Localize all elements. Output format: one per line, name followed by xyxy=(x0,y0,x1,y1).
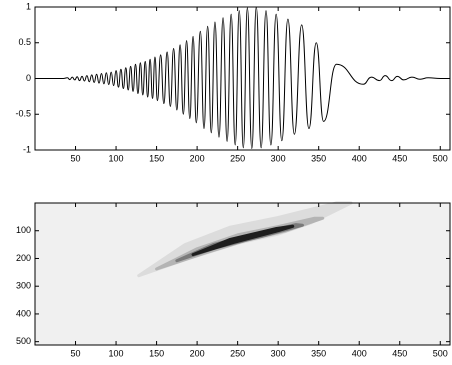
x-tick-label: 250 xyxy=(230,153,245,163)
intensity-level xyxy=(191,224,295,257)
x-tick-label: 100 xyxy=(109,348,124,358)
x-tick-label: 150 xyxy=(149,348,164,358)
x-tick-label: 350 xyxy=(311,348,326,358)
x-tick-label: 400 xyxy=(352,348,367,358)
y-tick-label: 300 xyxy=(16,281,31,291)
y-tick-label: 0 xyxy=(26,73,31,83)
y-tick-label: 0.5 xyxy=(18,37,31,47)
x-tick-label: 50 xyxy=(71,348,81,358)
x-tick-label: 300 xyxy=(271,153,286,163)
x-tick-label: 350 xyxy=(311,153,326,163)
x-tick-label: 300 xyxy=(271,348,286,358)
y-tick-label: -1 xyxy=(23,144,31,154)
y-tick-label: 400 xyxy=(16,308,31,318)
y-tick-label: 1 xyxy=(26,1,31,11)
x-tick-label: 450 xyxy=(392,153,407,163)
x-tick-label: 450 xyxy=(392,348,407,358)
x-tick-label: 100 xyxy=(109,153,124,163)
x-tick-label: 500 xyxy=(433,348,448,358)
signal-line xyxy=(35,6,450,150)
x-tick-label: 50 xyxy=(71,153,81,163)
y-tick-label: -0.5 xyxy=(15,109,31,119)
y-tick-label: 200 xyxy=(16,253,31,263)
x-tick-label: 200 xyxy=(190,348,205,358)
x-tick-label: 400 xyxy=(352,153,367,163)
x-tick-label: 150 xyxy=(149,153,164,163)
axes-box xyxy=(34,202,451,346)
y-tick-label: 500 xyxy=(16,336,31,346)
x-tick-label: 200 xyxy=(190,153,205,163)
x-tick-label: 250 xyxy=(230,348,245,358)
x-tick-label: 500 xyxy=(433,153,448,163)
y-tick-label: 100 xyxy=(16,225,31,235)
